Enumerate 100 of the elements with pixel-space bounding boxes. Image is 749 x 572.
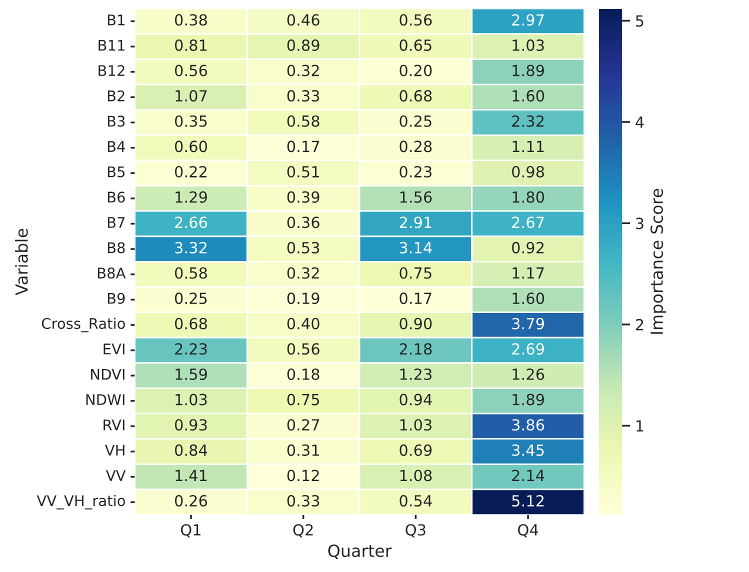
data-label: 0.17: [400, 292, 432, 304]
data-label: 2.66: [175, 216, 208, 228]
data-label: 1.60: [512, 292, 544, 304]
data-label: 0.32: [287, 64, 319, 76]
data-label: 0.94: [400, 394, 432, 406]
data-label: 0.33: [287, 495, 320, 507]
color-bar-label: 4: [636, 116, 644, 128]
data-label: 1.26: [512, 368, 544, 380]
y-tick-label: RVI: [104, 420, 124, 430]
data-label: 1.11: [512, 140, 544, 152]
data-label: 0.26: [174, 495, 208, 507]
data-label: 0.18: [287, 368, 320, 380]
y-tick-label: B4: [108, 141, 125, 152]
data-label: 0.98: [512, 166, 544, 178]
y-tick-label: B7: [108, 217, 125, 228]
data-label: 2.91: [400, 216, 432, 228]
data-label: 3.14: [400, 242, 432, 254]
data-label: 1.07: [176, 90, 207, 102]
data-label: 0.54: [400, 495, 432, 507]
y-tick-label: B8: [108, 242, 125, 254]
data-label: 0.31: [287, 444, 319, 456]
data-label: 0.39: [287, 191, 320, 203]
data-label: 1.03: [176, 394, 207, 406]
data-label: 0.92: [512, 242, 544, 254]
y-tick-label: NDWI: [86, 394, 124, 405]
y-tick-label: Cross_Ratio: [42, 318, 125, 332]
data-label: 0.46: [287, 14, 320, 26]
y-tick-label: VV_VH_ratio: [36, 494, 125, 510]
y-tick-label: VH: [104, 444, 124, 456]
data-label: 0.53: [287, 242, 320, 254]
data-label: 0.65: [400, 39, 432, 51]
data-label: 0.69: [400, 444, 432, 456]
data-label: 0.25: [174, 292, 207, 304]
data-label: 0.38: [174, 14, 207, 26]
data-label: 0.36: [287, 216, 320, 228]
data-label: 0.84: [174, 444, 208, 456]
y-tick-label: B3: [108, 116, 125, 127]
data-label: 2.14: [512, 470, 544, 482]
y-tick-label: B12: [98, 65, 124, 76]
data-label: 0.68: [174, 318, 207, 330]
color-bar-label: 2: [636, 318, 644, 330]
y-axis-title: Variable: [15, 228, 28, 296]
x-tick-label: Q3: [406, 524, 426, 538]
x-tick-label: Q2: [293, 524, 313, 538]
data-label: 0.75: [287, 394, 320, 406]
data-label: 3.32: [175, 242, 206, 254]
x-tick-label: Q1: [180, 524, 200, 538]
data-label: 2.23: [175, 343, 207, 355]
y-tick-label: EVI: [104, 344, 124, 354]
data-label: 0.17: [287, 140, 320, 152]
data-label: 2.97: [512, 14, 544, 26]
data-label: 0.23: [400, 166, 432, 178]
y-tick-label: B6: [108, 192, 125, 203]
y-tick-label: B1: [108, 14, 124, 26]
data-label: 2.32: [512, 115, 544, 127]
data-label: 0.25: [400, 115, 432, 127]
color-bar-label: 1: [636, 420, 644, 432]
data-label: 0.20: [400, 64, 432, 76]
data-label: 0.35: [174, 115, 207, 127]
color-bar-title: Importance Score: [650, 188, 666, 334]
data-label: 1.89: [512, 394, 544, 406]
y-tick-label: B2: [108, 90, 124, 102]
data-label: 0.33: [287, 90, 320, 102]
y-tick-label: VV: [106, 470, 126, 481]
data-label: 1.03: [512, 39, 544, 51]
data-label: 0.93: [174, 419, 207, 431]
data-label: 1.03: [400, 419, 432, 431]
y-tick-label: B11: [98, 40, 124, 51]
x-axis-title: Quarter: [328, 544, 392, 559]
data-label: 0.56: [400, 14, 432, 26]
data-label: 0.89: [287, 39, 320, 51]
data-label: 0.58: [174, 267, 207, 279]
x-tick-label: Q4: [518, 524, 538, 538]
data-label: 1.23: [400, 368, 432, 380]
data-label: 0.75: [400, 267, 432, 279]
data-label: 0.12: [287, 470, 319, 482]
data-label: 0.40: [287, 318, 320, 330]
data-label: 0.58: [287, 115, 320, 127]
data-label: 2.18: [400, 343, 432, 355]
data-label: 3.45: [512, 444, 544, 456]
data-label: 1.59: [176, 368, 207, 380]
data-label: 3.79: [512, 318, 544, 330]
data-label: 0.22: [174, 166, 206, 178]
data-label: 1.60: [512, 90, 544, 102]
data-label: 1.17: [512, 267, 544, 279]
color-bar-label: 3: [636, 218, 644, 230]
data-label: 0.90: [400, 318, 432, 330]
data-label: 3.86: [512, 419, 544, 431]
data-label: 0.81: [174, 39, 207, 51]
y-tick-label: B8A: [98, 268, 126, 279]
data-label: 0.56: [174, 64, 208, 76]
data-label: 0.68: [400, 90, 432, 102]
color-bar-label: 5: [636, 15, 644, 27]
y-tick-label: B5: [108, 166, 125, 178]
data-label: 0.27: [287, 419, 320, 431]
data-label: 0.60: [174, 140, 207, 152]
data-label: 2.67: [512, 216, 544, 228]
data-label: 0.28: [400, 140, 432, 152]
data-label: 1.89: [512, 64, 544, 76]
y-tick-label: NDVI: [91, 368, 124, 380]
